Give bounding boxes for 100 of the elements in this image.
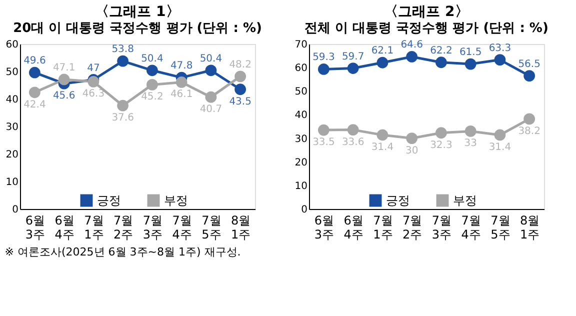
point: [347, 62, 359, 74]
data-label: 59.3: [312, 52, 335, 64]
data-label: 38.2: [518, 126, 540, 137]
data-label: 47.1: [52, 62, 76, 74]
chart-title: 〈그래프 1〉: [95, 4, 180, 20]
y-tick-label: 60: [6, 40, 18, 50]
x-tick-label: 6월 3주: [314, 214, 334, 242]
legend-label: 긍정: [97, 194, 121, 208]
y-tick-label: 40: [6, 94, 18, 106]
point: [234, 84, 246, 96]
y-tick-label: 30: [294, 134, 308, 145]
x-tick-label: 6월 4주: [344, 214, 364, 242]
point: [28, 66, 40, 78]
point: [524, 113, 536, 125]
legend-label: 긍정: [386, 194, 410, 208]
x-tick-label: 7월 2주: [113, 214, 134, 242]
data-label: 31.4: [371, 142, 394, 153]
data-label: 30: [405, 145, 418, 156]
point: [406, 132, 418, 144]
y-tick-label: 20: [6, 150, 18, 160]
data-label: 61.5: [459, 47, 482, 58]
x-tick-label: 7월 5주: [202, 214, 222, 242]
point: [406, 51, 418, 62]
data-label: 31.4: [488, 142, 512, 153]
y-tick-label: 10: [6, 177, 18, 188]
point: [205, 91, 217, 103]
y-tick-label: 10: [294, 180, 308, 192]
y-tick-label: 0: [12, 204, 18, 216]
data-label: 53.8: [112, 44, 134, 56]
x-tick-label: 7월 4주: [461, 214, 481, 242]
data-label: 62.2: [430, 45, 452, 56]
data-label: 37.6: [112, 112, 134, 124]
x-tick-label: 7월 1주: [84, 214, 104, 242]
point: [318, 64, 330, 75]
data-label: 32.3: [430, 140, 452, 151]
y-tick-label: 50: [6, 67, 18, 78]
y-tick-label: 20: [294, 157, 308, 168]
x-tick-label: 7월 3주: [432, 214, 452, 242]
data-label: 43.5: [229, 96, 252, 108]
y-tick-label: 30: [6, 122, 18, 133]
data-label: 50.4: [200, 53, 222, 64]
point: [117, 100, 129, 112]
data-label: 56.5: [518, 58, 540, 70]
point: [464, 126, 476, 137]
chart-title: 〈그래프 2〉: [384, 4, 469, 20]
y-tick-label: 40: [294, 110, 308, 122]
data-label: 33.5: [312, 137, 335, 148]
point: [435, 56, 447, 68]
legend-label: 부정: [164, 194, 188, 208]
y-tick-label: 50: [294, 86, 308, 98]
data-label: 63.3: [488, 42, 512, 54]
point: [176, 76, 188, 88]
data-label: 46.1: [170, 89, 193, 100]
point: [58, 74, 70, 86]
data-label: 40.7: [200, 104, 222, 116]
data-label: 33: [464, 138, 477, 150]
data-label: 47.8: [170, 60, 193, 72]
x-tick-label: 7월 1주: [373, 214, 393, 242]
point: [28, 86, 40, 98]
point: [524, 70, 536, 82]
data-label: 45.2: [141, 92, 164, 103]
chart-subtitle: 20대 이 대통령 국정수행 평가 (단위 : %): [13, 21, 262, 36]
chart-subtitle: 전체 이 대통령 국정수행 평가 (단위 : %): [304, 21, 548, 36]
point: [376, 56, 388, 68]
data-label: 50.4: [141, 53, 164, 64]
data-label: 49.6: [24, 56, 46, 67]
data-label: 46.3: [82, 88, 105, 100]
point: [347, 124, 359, 136]
x-tick-label: 7월 2주: [402, 214, 422, 242]
point: [146, 64, 158, 76]
y-tick-label: 0: [301, 204, 308, 216]
data-label: 42.4: [24, 99, 46, 110]
data-label: 64.6: [400, 40, 423, 51]
x-tick-label: 6월 4주: [54, 214, 74, 242]
data-label: 33.6: [342, 136, 364, 148]
point: [117, 55, 129, 67]
x-tick-label: 6월 3주: [25, 214, 46, 242]
x-tick-label: 7월 5주: [490, 214, 510, 242]
y-tick-label: 70: [294, 40, 308, 50]
point: [494, 129, 506, 141]
legend-label: 부정: [453, 194, 477, 208]
x-tick-label: 7월 4주: [172, 214, 192, 242]
data-label: 48.2: [229, 59, 252, 70]
x-tick-label: 8월 1주: [520, 214, 540, 242]
point: [205, 64, 217, 76]
point: [464, 58, 476, 70]
point: [494, 54, 506, 66]
point: [234, 70, 246, 82]
point: [146, 79, 158, 90]
point: [318, 124, 330, 136]
data-label: 59.7: [342, 51, 364, 62]
text: ※ 여론조사(2025년 6월 3주~8월 1주) 재구성.: [4, 246, 241, 258]
data-label: 45.6: [52, 90, 76, 102]
data-label: 47: [87, 62, 100, 74]
x-tick-label: 8월 1주: [230, 214, 251, 242]
y-tick-label: 60: [294, 63, 308, 74]
point: [435, 127, 447, 139]
x-tick-label: 7월 3주: [142, 214, 163, 242]
data-label: 62.1: [371, 46, 394, 57]
point: [376, 129, 388, 141]
